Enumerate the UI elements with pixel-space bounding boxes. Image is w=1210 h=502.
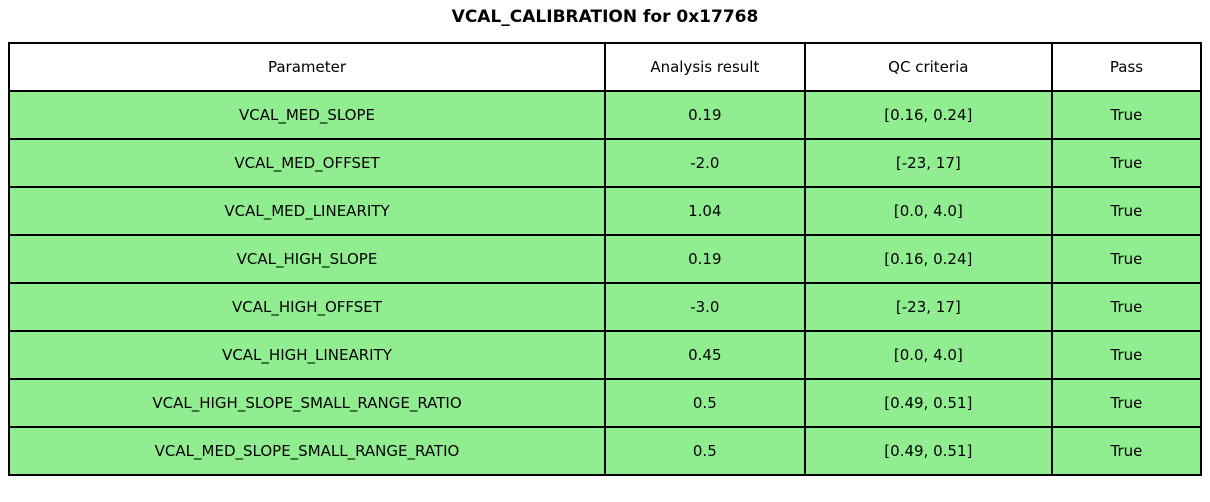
cell-pass: True — [1050, 90, 1203, 140]
cell-pass: True — [1050, 186, 1203, 236]
table-row: VCAL_HIGH_SLOPE 0.19 [0.16, 0.24] True — [8, 234, 1203, 284]
cell-analysis-result: 0.5 — [604, 426, 806, 476]
cell-analysis-result: -3.0 — [604, 282, 806, 332]
cell-qc-criteria: [0.49, 0.51] — [803, 378, 1053, 428]
cell-analysis-result: 0.5 — [604, 378, 806, 428]
cell-parameter: VCAL_MED_SLOPE_SMALL_RANGE_RATIO — [8, 426, 606, 476]
cell-parameter: VCAL_MED_SLOPE — [8, 90, 606, 140]
cell-analysis-result: 1.04 — [604, 186, 806, 236]
qc-results-table: Parameter Analysis result QC criteria Pa… — [8, 42, 1203, 476]
cell-qc-criteria: [-23, 17] — [803, 282, 1053, 332]
column-header-parameter: Parameter — [8, 42, 606, 92]
cell-parameter: VCAL_MED_LINEARITY — [8, 186, 606, 236]
table-row: VCAL_MED_SLOPE 0.19 [0.16, 0.24] True — [8, 90, 1203, 140]
cell-qc-criteria: [-23, 17] — [803, 138, 1053, 188]
table-header: Parameter Analysis result QC criteria Pa… — [8, 42, 1203, 92]
table-row: VCAL_HIGH_SLOPE_SMALL_RANGE_RATIO 0.5 [0.4… — [8, 378, 1203, 428]
cell-pass: True — [1050, 426, 1203, 476]
cell-pass: True — [1050, 282, 1203, 332]
column-header-analysis-result: Analysis result — [604, 42, 806, 92]
cell-parameter: VCAL_HIGH_LINEARITY — [8, 330, 606, 380]
column-header-pass: Pass — [1050, 42, 1203, 92]
table-row: VCAL_HIGH_LINEARITY 0.45 [0.0, 4.0] True — [8, 330, 1203, 380]
cell-analysis-result: 0.19 — [604, 90, 806, 140]
cell-parameter: VCAL_MED_OFFSET — [8, 138, 606, 188]
table-row: VCAL_MED_OFFSET -2.0 [-23, 17] True — [8, 138, 1203, 188]
cell-qc-criteria: [0.0, 4.0] — [803, 330, 1053, 380]
cell-parameter: VCAL_HIGH_SLOPE_SMALL_RANGE_RATIO — [8, 378, 606, 428]
cell-pass: True — [1050, 138, 1203, 188]
column-header-qc-criteria: QC criteria — [803, 42, 1053, 92]
cell-qc-criteria: [0.0, 4.0] — [803, 186, 1053, 236]
cell-parameter: VCAL_HIGH_OFFSET — [8, 282, 606, 332]
page-title: VCAL_CALIBRATION for 0x17768 — [451, 7, 759, 27]
cell-qc-criteria: [0.16, 0.24] — [803, 234, 1053, 284]
cell-qc-criteria: [0.16, 0.24] — [803, 90, 1053, 140]
header-row: Parameter Analysis result QC criteria Pa… — [8, 42, 1203, 92]
table-row: VCAL_HIGH_OFFSET -3.0 [-23, 17] True — [8, 282, 1203, 332]
cell-pass: True — [1050, 234, 1203, 284]
table-row: VCAL_MED_SLOPE_SMALL_RANGE_RATIO 0.5 [0.49… — [8, 426, 1203, 476]
table-body: VCAL_MED_SLOPE 0.19 [0.16, 0.24] True VCAL_M… — [8, 90, 1203, 476]
table-row: VCAL_MED_LINEARITY 1.04 [0.0, 4.0] True — [8, 186, 1203, 236]
cell-analysis-result: -2.0 — [604, 138, 806, 188]
cell-pass: True — [1050, 378, 1203, 428]
cell-qc-criteria: [0.49, 0.51] — [803, 426, 1053, 476]
cell-parameter: VCAL_HIGH_SLOPE — [8, 234, 606, 284]
cell-analysis-result: 0.19 — [604, 234, 806, 284]
cell-analysis-result: 0.45 — [604, 330, 806, 380]
cell-pass: True — [1050, 330, 1203, 380]
